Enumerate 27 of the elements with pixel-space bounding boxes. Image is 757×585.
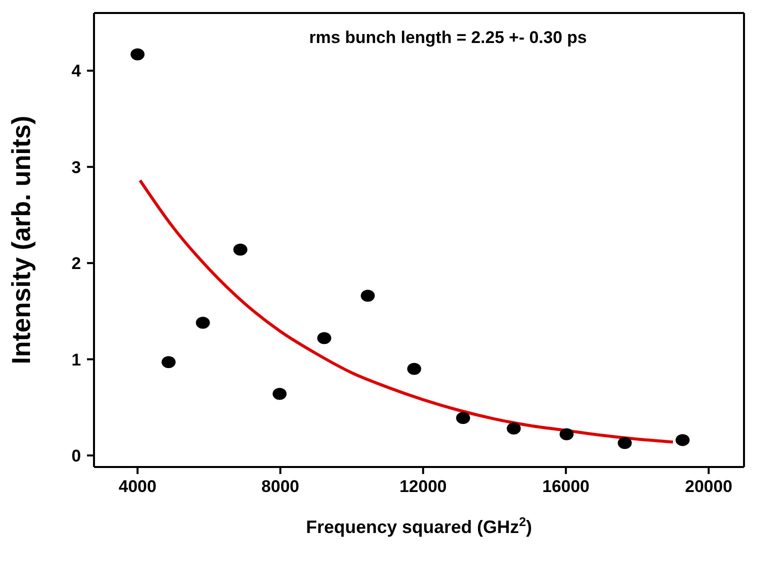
y-tick-label: 4 xyxy=(72,62,82,81)
x-tick-label: 20000 xyxy=(685,477,732,496)
point xyxy=(506,422,521,435)
point xyxy=(162,356,176,368)
x-tick-label: 4000 xyxy=(118,477,156,496)
point xyxy=(233,244,248,256)
point xyxy=(196,316,210,329)
x-tick-label: 16000 xyxy=(542,477,590,496)
point xyxy=(360,290,375,302)
point xyxy=(456,412,470,424)
point xyxy=(618,436,632,449)
y-axis-title: Intensity (arb. units) xyxy=(6,116,36,364)
line-series xyxy=(138,178,674,444)
y-tick-label: 3 xyxy=(72,158,81,177)
x-tick-label: 8000 xyxy=(261,477,300,496)
x-tick-label: 12000 xyxy=(399,477,447,496)
annotation: rms bunch length = 2.25 +- 0.30 ps xyxy=(308,28,588,48)
point xyxy=(317,332,332,344)
point xyxy=(676,434,690,446)
x-axis-title: Frequency squared (GHz$^{2}$) xyxy=(306,515,532,537)
point xyxy=(272,388,287,400)
point xyxy=(130,48,145,60)
y-tick-label: 0 xyxy=(72,446,81,466)
point xyxy=(407,362,422,375)
y-tick-label: 1 xyxy=(72,350,81,370)
y-tick-label: 2 xyxy=(72,254,81,274)
point xyxy=(560,428,574,440)
